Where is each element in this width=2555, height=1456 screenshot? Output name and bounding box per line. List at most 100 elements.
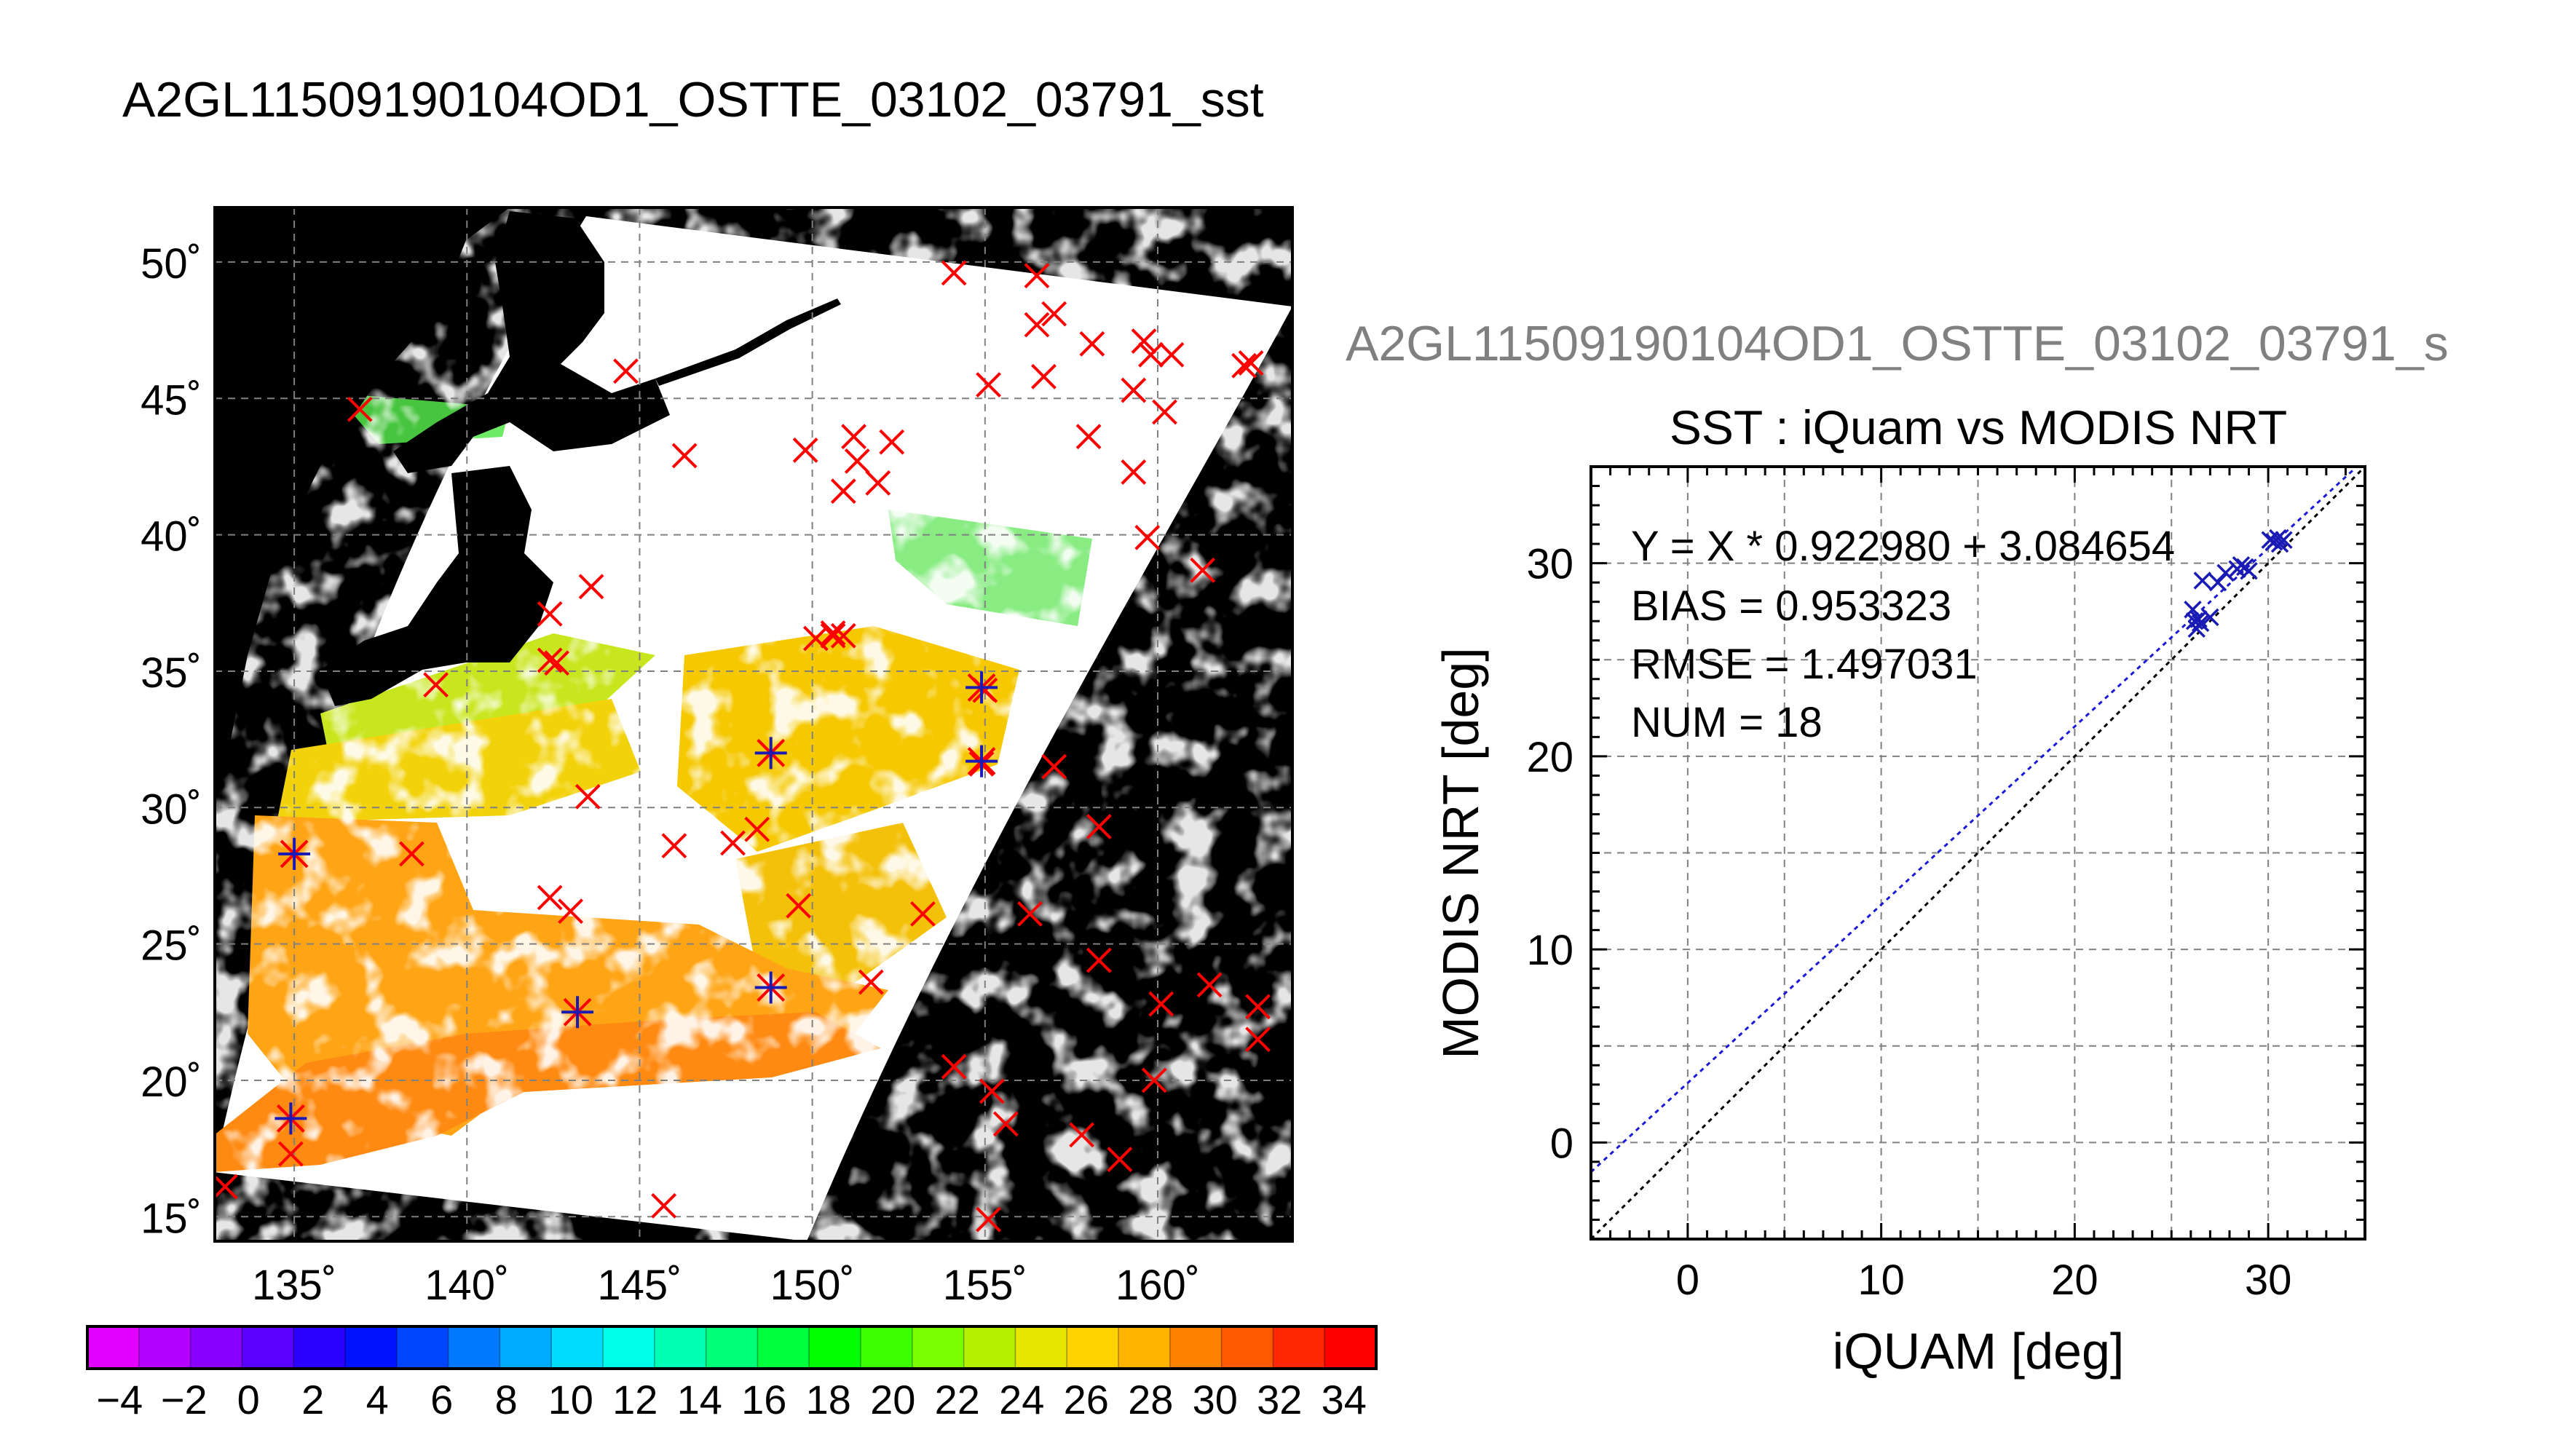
colorbar-tick-label: 32 [1257,1377,1302,1423]
in-situ-marker [1069,1122,1095,1148]
in-situ-marker [423,672,449,698]
in-situ-marker [744,816,770,842]
cloud-speckle [215,207,1292,1241]
page-title: A2GL11509190104OD1_OSTTE_03102_03791_sst [122,72,1264,127]
colorbar-cell [861,1326,913,1369]
in-situ-marker [830,478,856,505]
in-situ-marker [1148,991,1174,1017]
scatter-points [2184,529,2293,638]
in-situ-marker [1121,377,1147,403]
matchup-marker-star [965,671,998,704]
colorbar-tick-label: 0 [237,1377,260,1423]
map-graticule [215,207,1292,1241]
scatter-y-tick-label: 0 [1550,1120,1573,1167]
map-lat-tick-label: 35˚ [141,649,202,697]
scatter-x-tick-label: 0 [1676,1257,1699,1304]
scatter-y-tick-label: 20 [1526,734,1573,781]
colorbar-cell [1015,1326,1068,1369]
in-situ-marker [1152,399,1177,425]
in-situ-marker [1024,263,1050,289]
scatter-point [2208,573,2227,592]
land-west-coast [215,207,510,801]
identity-line [1591,467,2365,1239]
scatter-tick-marks [1591,465,2366,1239]
colorbar-tick-label: 30 [1193,1377,1238,1423]
in-situ-marker [613,358,639,384]
map-lat-tick-label: 20˚ [141,1059,202,1106]
in-situ-marker [879,429,905,455]
in-situ-marker [1086,947,1112,973]
map-lat-tick-label: 45˚ [141,376,202,424]
colorbar-cell [912,1326,965,1369]
in-situ-marker [347,396,373,422]
colorbar-cell [345,1326,398,1369]
stats-equation: Y = X * 0.922980 + 3.084654 [1631,523,2175,570]
colorbar-cell [396,1326,449,1369]
map-lat-tick-label: 50˚ [141,240,202,288]
in-situ-marker [215,1174,238,1200]
matchup-marker-star [561,996,594,1029]
in-situ-marker [786,893,812,919]
in-situ-marker [976,1206,1001,1233]
colorbar-tick-label: 10 [548,1377,593,1423]
colorbar-tick-label: 2 [301,1377,324,1423]
in-situ-marker [1134,524,1161,550]
colorbar-frame [86,1325,1378,1370]
map-lon-tick-label: 140˚ [424,1262,509,1309]
scatter-plot: 0 10 20 30 0 10 20 30 Y = X * 0.922980 + 3.084… [1432,465,2366,1380]
matchup-marker-star [275,1102,307,1135]
colorbar-tick-label: 18 [806,1377,851,1423]
sst-colorbar: −4 −2 0 2 4 6 8 10 12 14 16 18 20 22 24 26 28 30 32 34 [86,1325,1378,1423]
in-situ-marker [1238,350,1264,376]
colorbar-tick-label: 34 [1322,1377,1367,1423]
scatter-point [2191,614,2210,633]
colorbar-cell [448,1326,501,1369]
map-lon-tick-label: 155˚ [943,1262,1027,1309]
colorbar-cell [551,1326,604,1369]
matchup-marker-star [754,737,787,769]
colorbar-tick-label: 12 [612,1377,657,1423]
scatter-y-tick-label: 10 [1526,927,1573,974]
in-situ-marker [979,1078,1005,1104]
colorbar-cell [706,1326,759,1369]
scatter-y-axis-label: MODIS NRT [deg] [1432,647,1489,1059]
in-situ-marker [1231,352,1257,379]
scatter-point [2240,561,2258,580]
sst-map: 15˚ 20˚ 25˚ 30˚ 35˚ 40˚ 45˚ 50˚ 135˚ 140˚ 145˚ 150… [141,206,1294,1309]
in-situ-marker [941,1053,967,1080]
in-situ-marker [1190,557,1216,583]
in-situ-marker [544,650,570,676]
colorbar-cell [1221,1326,1274,1369]
secondary-title: A2GL11509190104OD1_OSTTE_03102_03791_s [1346,316,2449,371]
colorbar-tick-label: 14 [677,1377,722,1423]
scatter-grid [1591,467,2365,1239]
in-situ-marker [558,898,584,925]
in-situ-marker [1031,363,1057,389]
matchup-marker-star [754,971,787,1004]
in-situ-marker [277,1141,304,1167]
matchup-marker-star [278,837,311,870]
colorbar-cell [1118,1326,1171,1369]
colorbar-tick-label: −4 [96,1377,143,1423]
in-situ-marker [398,841,424,867]
colorbar-tick-label: 4 [366,1377,389,1423]
colorbar-tick-label: 28 [1128,1377,1173,1423]
in-situ-marker [976,372,1001,397]
land-honshu [320,466,553,706]
in-situ-marker [574,783,601,810]
in-situ-marker [1196,972,1223,998]
in-situ-marker [537,885,563,911]
in-situ-marker [865,470,891,496]
in-situ-marker [858,969,884,995]
land-sakhalin-hokkaido [393,211,670,473]
in-situ-marker [941,260,967,286]
in-situ-marker [1131,328,1157,355]
colorbar-cell [1067,1326,1119,1369]
map-latitude-labels: 15˚ 20˚ 25˚ 30˚ 35˚ 40˚ 45˚ 50˚ [141,240,202,1242]
colorbar-tick-label: 6 [430,1377,453,1423]
map-lon-tick-label: 135˚ [252,1262,336,1309]
map-lon-tick-label: 150˚ [770,1262,855,1309]
colorbar-tick-label: 16 [741,1377,786,1423]
in-situ-marker [910,901,936,927]
scatter-point [2275,531,2293,550]
